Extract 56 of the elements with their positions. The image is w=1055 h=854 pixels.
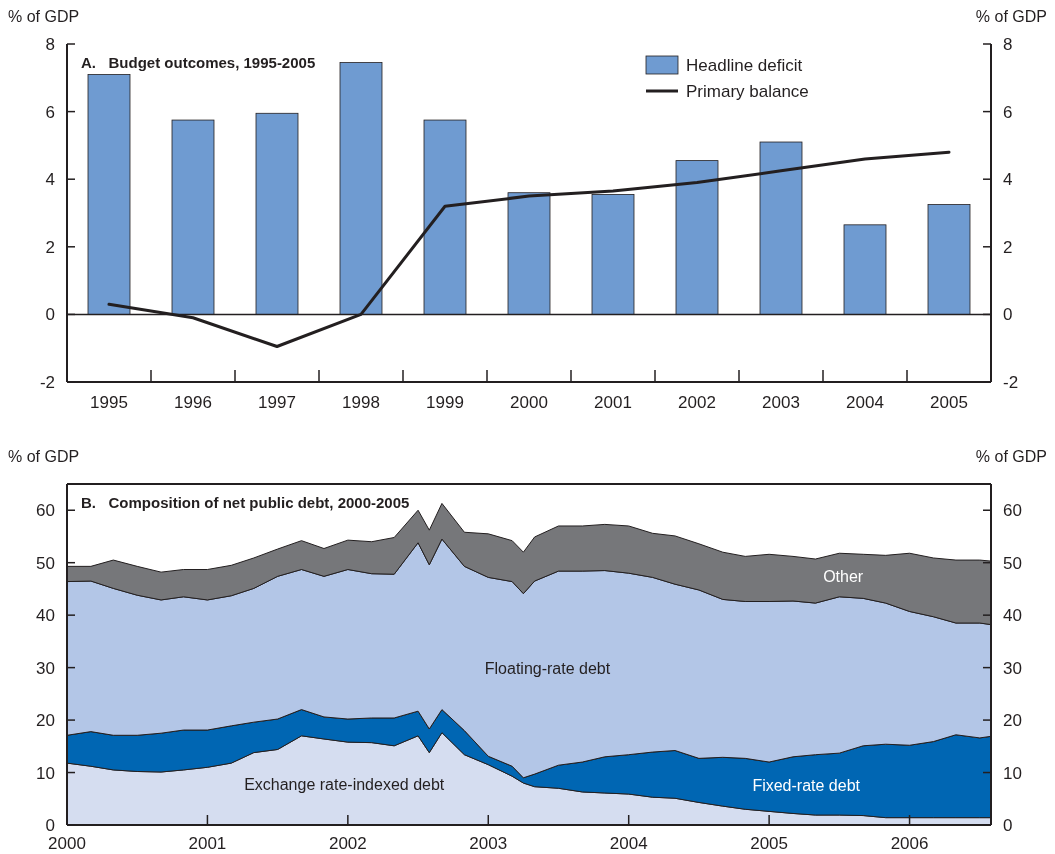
y-tick-label: 6 (45, 102, 55, 122)
series-label: Other (823, 568, 864, 586)
x-tick-label: 2002 (328, 834, 367, 853)
series-label: Fixed-rate debt (752, 776, 861, 794)
x-tick-label: 2000 (48, 834, 86, 853)
x-tick-label: 2006 (890, 834, 929, 853)
x-tick-label: 1998 (342, 393, 380, 412)
y2-tick-label: 4 (1003, 170, 1013, 190)
y-tick-label: 40 (36, 606, 55, 626)
x-tick-label: 1996 (174, 393, 212, 412)
y-tick-label: 8 (45, 35, 55, 54)
y-tick-label: 60 (36, 501, 55, 521)
series-label: Floating-rate debt (484, 660, 611, 678)
y2-tick-label: 60 (1003, 501, 1022, 521)
x-tick-label: 2003 (762, 393, 800, 412)
text: B. Composition of net public debt, 2000-2005 (81, 494, 410, 511)
x-tick-label: 2003 (469, 834, 508, 853)
legend-label: Headline deficit (686, 56, 803, 75)
y-tick-label: 2 (45, 237, 55, 257)
x-tick-label: 2004 (846, 393, 884, 412)
text: A. Budget outcomes, 1995-2005 (81, 54, 316, 71)
y-axis-title: % of GDP (8, 8, 80, 25)
x-tick-label: 1997 (258, 393, 296, 412)
y-tick-label: 30 (36, 658, 55, 678)
y-tick-label: 20 (36, 711, 55, 731)
x-tick-label: 1999 (426, 393, 464, 412)
x-tick-label: 2004 (609, 834, 648, 853)
y2-tick-label: 2 (1003, 237, 1013, 257)
y2-tick-label: 0 (1003, 305, 1013, 325)
series-label: Exchange rate-indexed debt (244, 775, 445, 793)
y-tick-label: 10 (36, 763, 55, 783)
y-tick-label: 50 (36, 553, 55, 573)
y2-tick-label: 8 (1003, 35, 1013, 54)
x-tick-label: 2001 (594, 393, 632, 412)
x-tick-label: 2005 (750, 834, 789, 853)
legend-label: Primary balance (686, 82, 809, 101)
x-tick-label: 1995 (90, 393, 128, 412)
x-tick-label: 2000 (510, 393, 548, 412)
y2-tick-label: 40 (1003, 606, 1022, 626)
x-tick-label: 2005 (930, 393, 968, 412)
y2-tick-label: 30 (1003, 658, 1022, 678)
y2-axis-title: % of GDP (975, 448, 1047, 465)
y-tick-label: 0 (45, 816, 55, 835)
y2-tick-label: 50 (1003, 553, 1022, 573)
y2-tick-label: 10 (1003, 763, 1022, 783)
y2-axis-title: % of GDP (975, 8, 1047, 25)
y2-tick-label: 0 (1003, 816, 1013, 835)
y-tick-label: -2 (39, 373, 55, 392)
x-tick-label: 2002 (678, 393, 716, 412)
y2-tick-label: -2 (1003, 373, 1019, 392)
y-tick-label: 4 (45, 170, 55, 190)
y2-tick-label: 6 (1003, 102, 1013, 122)
x-tick-label: 2001 (188, 834, 227, 853)
y-axis-title: % of GDP (8, 448, 80, 465)
y2-tick-label: 20 (1003, 711, 1022, 731)
y-tick-label: 0 (45, 305, 55, 325)
